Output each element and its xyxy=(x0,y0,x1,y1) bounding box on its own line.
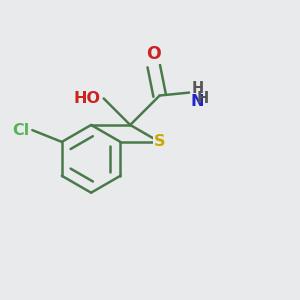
Text: H: H xyxy=(196,91,209,106)
Text: Cl: Cl xyxy=(12,123,29,138)
Text: S: S xyxy=(154,134,165,149)
Text: N: N xyxy=(190,94,204,109)
Text: O: O xyxy=(146,45,161,63)
Text: HO: HO xyxy=(74,91,101,106)
Text: H: H xyxy=(192,81,204,96)
